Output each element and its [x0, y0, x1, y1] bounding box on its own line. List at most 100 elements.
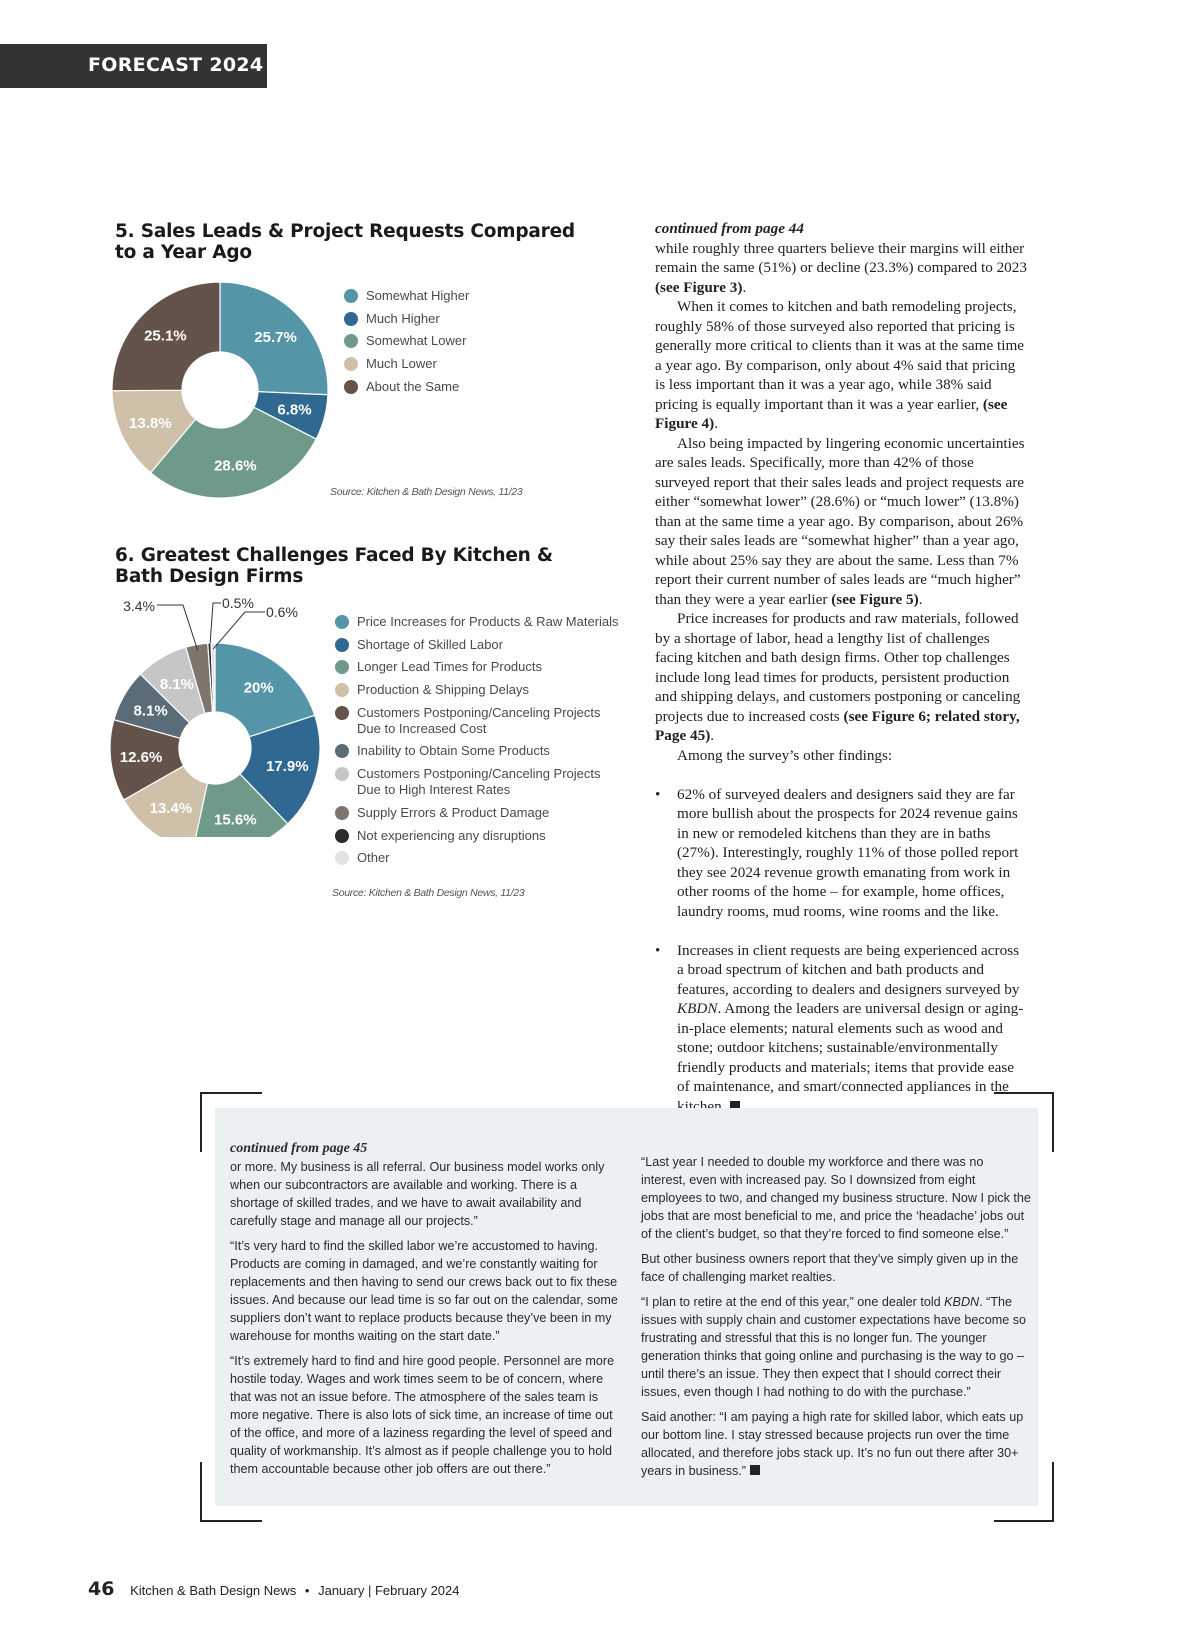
- slice-label: 15.6%: [214, 812, 257, 829]
- article-column: continued from page 44 while roughly thre…: [655, 219, 1027, 1136]
- text: .: [714, 415, 718, 432]
- chart6-title-line: Bath Design Firms: [115, 566, 304, 587]
- legend-label: Other: [357, 850, 390, 866]
- slice-label: 3.4%: [123, 598, 155, 614]
- legend-label: Much Higher: [366, 310, 440, 326]
- legend-label: Customers Postponing/Canceling Projects: [357, 704, 601, 720]
- text: Increases in client requests are being e…: [677, 941, 1020, 998]
- list-item: • 62% of surveyed dealers and designers s…: [655, 785, 1027, 922]
- legend-item: Somewhat Lower: [344, 333, 469, 349]
- legend-item: Longer Lead Times for Products: [335, 659, 619, 675]
- text: .: [710, 727, 715, 744]
- legend-label: Due to High Interest Rates: [357, 782, 511, 798]
- legend-label: Production & Shipping Delays: [357, 682, 529, 698]
- sidebar-paragraph: Said another: “I am paying a high rate f…: [641, 1408, 1031, 1480]
- text: .: [742, 278, 747, 296]
- bracket-top-right: [994, 1092, 1054, 1152]
- legend-label: Customers Postponing/Canceling Projects: [357, 766, 601, 782]
- chart6-title-line: 6. Greatest Challenges Faced By Kitchen …: [115, 545, 553, 566]
- text: while roughly three quarters believe the…: [655, 239, 1027, 277]
- legend-swatch: [335, 767, 349, 782]
- legend-swatch: [344, 289, 358, 303]
- bullet: •: [655, 941, 661, 959]
- article-paragraph: When it comes to kitchen and bath remode…: [655, 297, 1027, 434]
- legend-item: Somewhat Higher: [344, 288, 469, 304]
- legend-item: Not experiencing any disruptions: [335, 828, 619, 844]
- end-mark-icon: [729, 1100, 740, 1111]
- legend-label: Supply Errors & Product Damage: [357, 804, 550, 820]
- figure-reference: (see Figure 3): [655, 278, 743, 296]
- text: “I plan to retire at the end of this yea…: [641, 1295, 945, 1309]
- section-header: FORECAST 2024: [0, 44, 267, 88]
- legend-item: Other: [335, 850, 619, 866]
- legend-label: Somewhat Lower: [366, 333, 467, 349]
- legend-label: Longer Lead Times for Products: [357, 659, 542, 675]
- text: When it comes to kitchen and bath remode…: [655, 298, 1025, 413]
- chart6-donut: 20% 17.9% 15.6% 13.4% 12.6% 8.1% 8.1% 3.4% 0.5% 0…: [109, 595, 321, 837]
- legend-label: About the Same: [366, 378, 460, 394]
- slice-label: 25.7%: [254, 329, 297, 346]
- legend-swatch: [335, 851, 349, 866]
- legend-swatch: [335, 637, 349, 652]
- legend-swatch: [335, 615, 349, 629]
- bracket-bottom-right: [994, 1462, 1054, 1522]
- kbdn-italic: KBDN: [944, 1295, 980, 1309]
- slice-shortage-of-skilled-labor: [239, 714, 321, 825]
- text: . “The issues with supply chain and cust…: [641, 1295, 1027, 1399]
- legend-label: Shortage of Skilled Labor: [357, 636, 503, 652]
- slice-about-the-same: [111, 281, 221, 392]
- figure-reference: (see Figure 6; related story, Page 45): [655, 707, 1020, 745]
- legend-swatch: [335, 705, 349, 720]
- chart5-title-line: 5. Sales Leads & Project Requests Compar…: [115, 221, 575, 242]
- legend-label: Somewhat Higher: [366, 288, 470, 303]
- legend-label: Due to Increased Cost: [357, 720, 487, 736]
- continued-note: continued from page 45: [230, 1141, 368, 1156]
- legend-swatch: [335, 805, 349, 820]
- legend-label: Much Lower: [366, 356, 437, 372]
- leader-line: [157, 604, 199, 651]
- kbdn-italic: KBDN: [677, 1000, 718, 1017]
- page-number: 46: [88, 1578, 115, 1600]
- sidebar-paragraph: But other business owners report that th…: [641, 1252, 1019, 1284]
- text: . Among the leaders are universal design…: [677, 1000, 1024, 1115]
- legend-swatch: [344, 311, 358, 326]
- slice-somewhat-higher: [219, 281, 329, 396]
- slice-label: 6.8%: [277, 402, 311, 419]
- slice-label: 8.1%: [133, 703, 167, 720]
- separator: •: [304, 1583, 310, 1598]
- slice-other: [210, 642, 216, 713]
- sidebar-paragraph: “Last year I needed to double my workfor…: [641, 1155, 1031, 1241]
- findings-list: • 62% of surveyed dealers and designers s…: [655, 785, 1027, 1117]
- text: Said another: “I am paying a high rate f…: [641, 1410, 1024, 1478]
- slice-label: 0.5%: [222, 595, 254, 611]
- slice-longer-lead-times-for-products: [195, 773, 289, 837]
- slice-label: 28.6%: [214, 457, 257, 474]
- legend-item: Supply Errors & Product Damage: [335, 805, 619, 821]
- slice-label: 17.9%: [266, 758, 309, 775]
- continued-note: continued from page 44: [655, 220, 804, 237]
- legend-swatch: [335, 683, 349, 698]
- sidebar-paragraph: “It’s very hard to find the skilled labo…: [230, 1239, 618, 1343]
- slice-label: 20%: [244, 680, 274, 697]
- legend-item: Inability to Obtain Some Products: [335, 743, 619, 759]
- slice-label: 12.6%: [120, 749, 163, 766]
- slice-label: 0.6%: [266, 604, 298, 620]
- article-paragraph: continued from page 44 while roughly thre…: [655, 219, 1027, 297]
- sidebar-right-column: “Last year I needed to double my workfor…: [641, 1153, 1031, 1487]
- slice-price-increases-for-products-raw-materials: [214, 642, 316, 738]
- legend-item: Price Increases for Products & Raw Mater…: [335, 614, 619, 630]
- legend-item: Production & Shipping Delays: [335, 682, 619, 698]
- legend-swatch: [344, 357, 358, 372]
- legend-label: Not experiencing any disruptions: [357, 827, 546, 843]
- bullet: •: [655, 785, 661, 803]
- chart5-legend: Somewhat Higher Much Higher Somewhat Lower…: [344, 288, 469, 401]
- chart6-source: Source: Kitchen & Bath Design News, 11/2…: [332, 887, 525, 899]
- sidebar-paragraph: “I plan to retire at the end of this yea…: [641, 1293, 1031, 1401]
- slice-label: 13.8%: [129, 415, 172, 432]
- legend-item: Customers Postponing/Canceling Projects D…: [335, 705, 619, 737]
- chart5-source: Source: Kitchen & Bath Design News, 11/2…: [330, 486, 523, 498]
- leader-line: [212, 611, 265, 650]
- publication-name: Kitchen & Bath Design News: [130, 1583, 297, 1598]
- leader-line: [209, 602, 221, 650]
- sidebar-left-column: continued from page 45 or more. My busine…: [230, 1140, 625, 1485]
